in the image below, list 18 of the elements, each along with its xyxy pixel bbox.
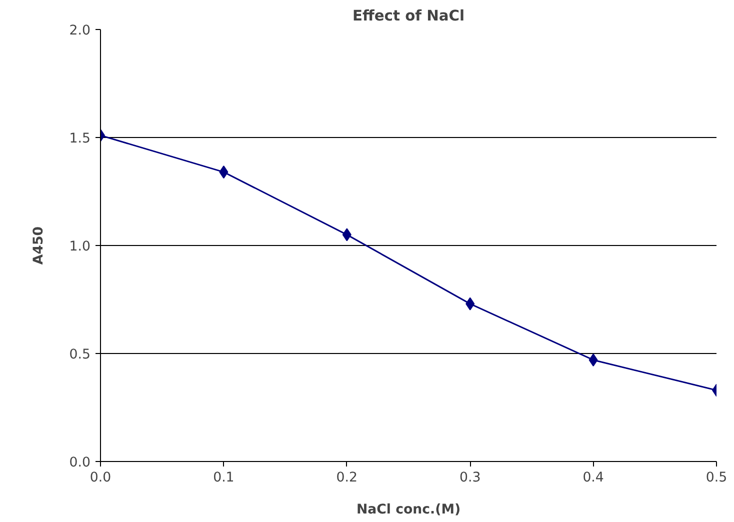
point xyxy=(588,353,598,366)
y-tick-label: 2.0 xyxy=(69,24,91,38)
x-tick-label: 0.0 xyxy=(90,470,112,486)
y-tick-label: 0.0 xyxy=(69,456,91,470)
y-tick-label: 1.0 xyxy=(69,240,91,254)
x-tick-label: 0.2 xyxy=(336,470,358,486)
y-tick-label: 0.5 xyxy=(69,348,91,362)
y-tick-label: 1.5 xyxy=(69,132,91,146)
x-tick-label: 0.3 xyxy=(460,470,481,486)
x-axis-title: NaCl conc.(M) xyxy=(356,502,461,518)
chart-title: Effect of NaCl xyxy=(352,8,465,24)
point xyxy=(219,166,228,179)
x-tick-label: 0.1 xyxy=(213,470,234,486)
x-tick-label: 0.4 xyxy=(582,470,604,486)
point xyxy=(466,297,475,310)
point xyxy=(342,228,352,242)
y-axis-title: A450 xyxy=(31,226,46,265)
x-tick-label: 0.5 xyxy=(706,470,728,486)
